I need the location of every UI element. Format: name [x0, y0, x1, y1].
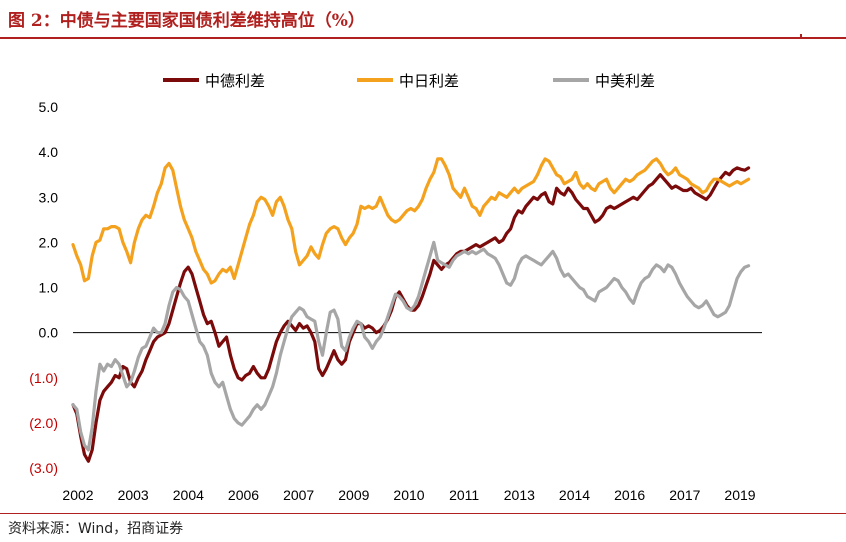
- y-tick-label: 4.0: [39, 144, 59, 160]
- series-lines: [71, 157, 751, 463]
- y-tick-label: 5.0: [39, 99, 59, 115]
- y-tick-label: (1.0): [29, 370, 58, 386]
- y-axis: 5.0 4.0 3.0 2.0 1.0 0.0 (1.0) (2.0) (3.0): [29, 99, 58, 476]
- y-tick-label: (3.0): [29, 460, 58, 476]
- x-tick-label: 2004: [173, 487, 204, 503]
- series-line-cn_us: [71, 240, 751, 452]
- x-tick-label: 2019: [724, 487, 755, 503]
- series-line-cn_jp: [71, 157, 751, 285]
- x-tick-label: 2017: [669, 487, 700, 503]
- x-axis: 2002 2003 2004 2006 2007 2009 2010 2011 2013 2014…: [62, 487, 755, 503]
- x-tick-label: 2014: [559, 487, 590, 503]
- x-tick-label: 2006: [228, 487, 259, 503]
- figure-title: 图 2：中债与主要国家国债利差维持高位（%）: [8, 11, 365, 31]
- legend-label-cn_jp: 中日利差: [399, 72, 459, 90]
- title-divider-notch: [800, 34, 802, 39]
- x-tick-label: 2002: [62, 487, 93, 503]
- y-tick-label: 0.0: [39, 325, 59, 341]
- y-tick-label: 2.0: [39, 234, 59, 250]
- x-tick-label: 2013: [504, 487, 535, 503]
- y-tick-label: 3.0: [39, 189, 59, 205]
- series-line-cn_de: [71, 166, 751, 463]
- x-tick-label: 2003: [118, 487, 149, 503]
- x-tick-label: 2011: [449, 487, 479, 503]
- y-tick-label: (2.0): [29, 415, 58, 431]
- y-tick-label: 1.0: [39, 280, 59, 296]
- legend-label-cn_us: 中美利差: [595, 72, 655, 90]
- title-divider: [0, 37, 846, 39]
- x-tick-label: 2016: [614, 487, 645, 503]
- source-note: 资料来源：Wind，招商证券: [8, 521, 184, 537]
- x-tick-label: 2010: [393, 487, 424, 503]
- x-tick-label: 2007: [283, 487, 314, 503]
- chart-legend: 中德利差 中日利差 中美利差: [163, 72, 655, 90]
- x-tick-label: 2009: [338, 487, 369, 503]
- legend-label-cn_de: 中德利差: [205, 72, 265, 90]
- footer-divider: [0, 513, 846, 514]
